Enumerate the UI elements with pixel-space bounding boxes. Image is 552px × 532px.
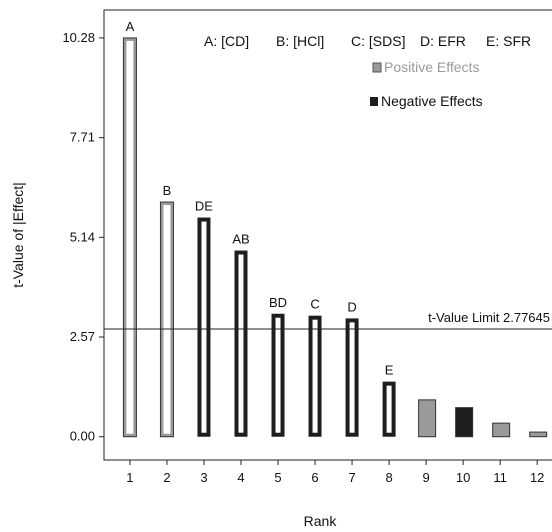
x-tick-label: 1: [126, 470, 133, 485]
legend-negative-label: Negative Effects: [381, 93, 483, 109]
bar-label: A: [126, 19, 135, 34]
bar-label: D: [347, 299, 356, 314]
legend-negative-swatch: [370, 97, 378, 106]
bar: [123, 37, 137, 437]
plot-frame: [103, 9, 552, 461]
factor-key-item: B: [HCl]: [276, 33, 324, 49]
bar: [197, 217, 211, 437]
y-tick-label: 2.57: [70, 329, 95, 344]
bar: [418, 399, 437, 438]
bar-label: C: [310, 297, 319, 312]
x-tick-label: 10: [456, 470, 470, 485]
bar-label: AB: [232, 232, 249, 247]
bar: [160, 202, 174, 437]
y-tick-label: 10.28: [62, 30, 95, 45]
t-value-limit-label: t-Value Limit 2.77645: [428, 310, 550, 325]
x-axis-title: Rank: [304, 513, 338, 529]
factor-key-item: D: EFR: [420, 33, 466, 49]
y-axis: 0.00 2.57 5.14 7.71 10.28: [62, 30, 104, 444]
bar: [271, 313, 285, 437]
legend-positive-swatch: [372, 62, 382, 73]
bar: [382, 381, 396, 437]
bar-outline: [159, 201, 174, 438]
legend: Positive Effects Negative Effects: [370, 59, 483, 109]
bar-outline: [122, 37, 137, 438]
y-tick-label: 5.14: [70, 229, 95, 244]
x-tick-label: 3: [200, 470, 207, 485]
x-tick-label: 9: [422, 470, 429, 485]
factor-key-item: C: [SDS]: [351, 33, 405, 49]
x-tick-label: 5: [274, 470, 281, 485]
x-tick-label: 12: [530, 470, 544, 485]
x-tick-label: 7: [348, 470, 355, 485]
bar-label: BD: [269, 295, 287, 310]
x-tick-label: 4: [237, 470, 244, 485]
x-tick-label: 11: [493, 470, 507, 485]
bar-label: DE: [195, 199, 213, 214]
y-tick-label: 7.71: [70, 130, 95, 145]
bar: [308, 315, 322, 437]
y-tick-label: 0.00: [70, 429, 95, 444]
bar: [455, 407, 474, 438]
factor-key-item: E: SFR: [486, 33, 531, 49]
bar: [234, 250, 248, 437]
legend-positive-label: Positive Effects: [384, 59, 479, 75]
x-tick-label: 2: [163, 470, 170, 485]
bar: [529, 431, 548, 438]
factor-key: A: [CD] B: [HCl] C: [SDS] D: EFR E: SFR: [204, 33, 531, 49]
factor-key-item: A: [CD]: [204, 33, 249, 49]
x-tick-label: 8: [385, 470, 392, 485]
y-axis-title: t-Value of |Effect|: [10, 182, 26, 288]
bar: [345, 318, 359, 437]
x-tick-label: 6: [311, 470, 318, 485]
bar: [492, 422, 511, 438]
bar-label: B: [163, 183, 172, 198]
x-axis: 1 2 3 4 5 6 7 8 9 10 11 12: [126, 460, 544, 485]
bar-label: E: [385, 363, 394, 378]
